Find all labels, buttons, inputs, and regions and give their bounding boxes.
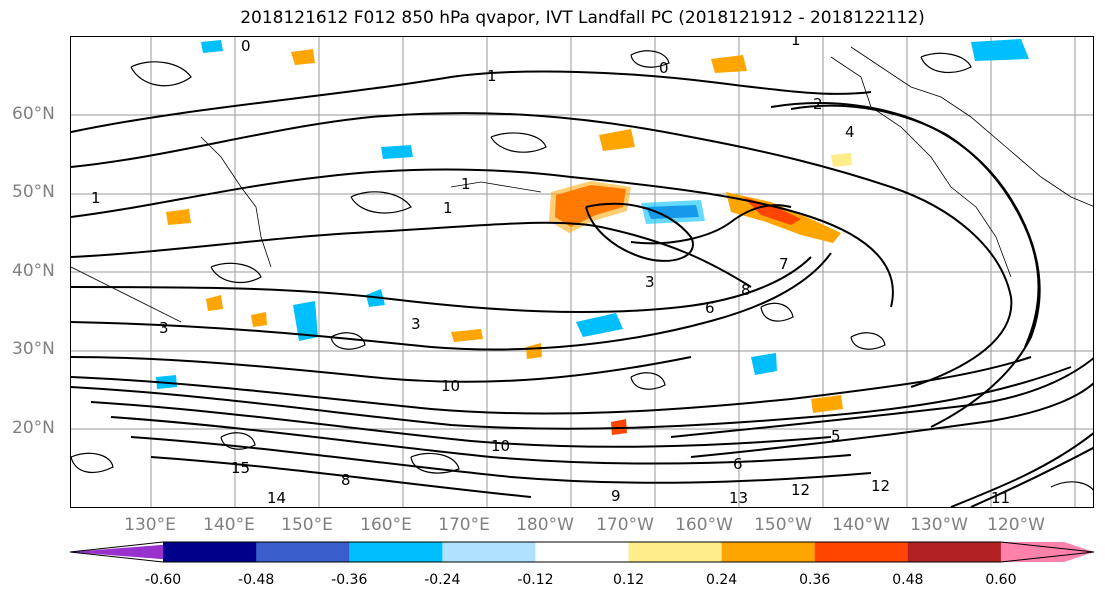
lat-label: 40°N: [12, 261, 55, 281]
contour-label: 6: [733, 455, 743, 473]
contour-label: 12: [791, 481, 810, 499]
colorbar-segments: [70, 541, 1095, 563]
colorbar-tick-label: 0.12: [612, 572, 645, 588]
map-canvas: 0 0 1 1 2 4 1 1 1 3 3 7 8 6 3 10 10 15 1…: [71, 37, 1093, 507]
plot-title: 2018121612 F012 850 hPa qvapor, IVT Land…: [240, 8, 925, 28]
contour-label: 0: [241, 37, 251, 55]
lon-label: 160°W: [675, 515, 733, 535]
contour-label: 3: [645, 273, 655, 291]
contour-label: 6: [705, 299, 715, 317]
lon-label: 140°W: [832, 515, 890, 535]
contour-label: 9: [611, 487, 621, 505]
colorbar-segment: [535, 542, 630, 562]
colorbar-tick-label: -0.48: [238, 572, 275, 588]
contour-label: 14: [267, 489, 286, 507]
lon-label: 130°E: [124, 515, 176, 535]
contour-lines: [71, 70, 1093, 507]
anomaly-fills: [156, 39, 1029, 435]
contour-label: 3: [411, 315, 421, 333]
lon-label: 150°W: [754, 515, 812, 535]
colorbar-outline: [70, 541, 1095, 563]
contour-label: 1: [461, 175, 471, 193]
lat-label: 60°N: [12, 104, 55, 124]
colorbar-segment: [1000, 542, 1094, 562]
lon-label: 150°E: [281, 515, 333, 535]
contour-label: 5: [831, 427, 841, 445]
small-contours: [71, 50, 1093, 491]
colorbar-segment: [70, 542, 200, 562]
contour-label: 1: [791, 37, 801, 49]
coastlines: [71, 46, 1093, 323]
colorbar-tick-label: 0.36: [799, 572, 831, 588]
colorbar-segment: [721, 542, 816, 562]
contour-label: 3: [159, 319, 169, 337]
contour-label: 2: [813, 95, 823, 113]
colorbar-segment: [907, 542, 1002, 562]
lon-label: 160°E: [360, 515, 412, 535]
contour-label: 10: [441, 377, 460, 395]
colorbar-segment: [163, 542, 257, 562]
contour-label: 0: [659, 59, 669, 77]
colorbar-segment: [442, 542, 536, 562]
colorbar-tick-label: 0.60: [985, 572, 1017, 588]
contour-label: 1: [91, 189, 101, 207]
lat-label: 30°N: [12, 339, 55, 359]
contour-label: 10: [491, 437, 510, 455]
lon-label: 180°W: [516, 515, 574, 535]
lat-label: 20°N: [12, 418, 55, 438]
colorbar-tick-label: 0.48: [892, 572, 924, 588]
contour-label: 15: [231, 459, 250, 477]
colorbar-tick-label: 0.24: [706, 572, 738, 588]
lon-label: 130°W: [910, 515, 968, 535]
colorbar-tick-label: -0.24: [424, 572, 461, 588]
lon-label: 140°E: [203, 515, 255, 535]
contour-label: 11: [991, 489, 1010, 507]
lon-label: 170°W: [596, 515, 654, 535]
contour-label: 7: [779, 255, 789, 273]
colorbar-segment: [256, 542, 350, 562]
contour-label: 13: [729, 489, 748, 507]
contour-label: 12: [871, 477, 890, 495]
colorbar-tick-label: -0.60: [144, 572, 182, 588]
colorbar-segment: [349, 542, 443, 562]
colorbar-segment: [814, 542, 909, 562]
contour-label-layer: 0 0 1 1 2 4 1 1 1 3 3 7 8 6 3 10 10 15 1…: [91, 37, 1010, 507]
contour-label: 1: [487, 67, 497, 85]
contour-label: 8: [341, 471, 351, 489]
contour-label: 1: [443, 199, 453, 217]
colorbar: [70, 541, 1095, 563]
contour-label: 4: [845, 123, 855, 141]
contour-label: 8: [741, 281, 751, 299]
lon-label: 120°W: [987, 515, 1045, 535]
lon-label: 170°E: [438, 515, 490, 535]
map-panel: 0 0 1 1 2 4 1 1 1 3 3 7 8 6 3 10 10 15 1…: [70, 36, 1094, 508]
lat-label: 50°N: [12, 182, 55, 202]
colorbar-tick-label: -0.12: [517, 572, 554, 588]
colorbar-segment: [628, 542, 723, 562]
colorbar-tick-label: -0.36: [331, 572, 368, 588]
